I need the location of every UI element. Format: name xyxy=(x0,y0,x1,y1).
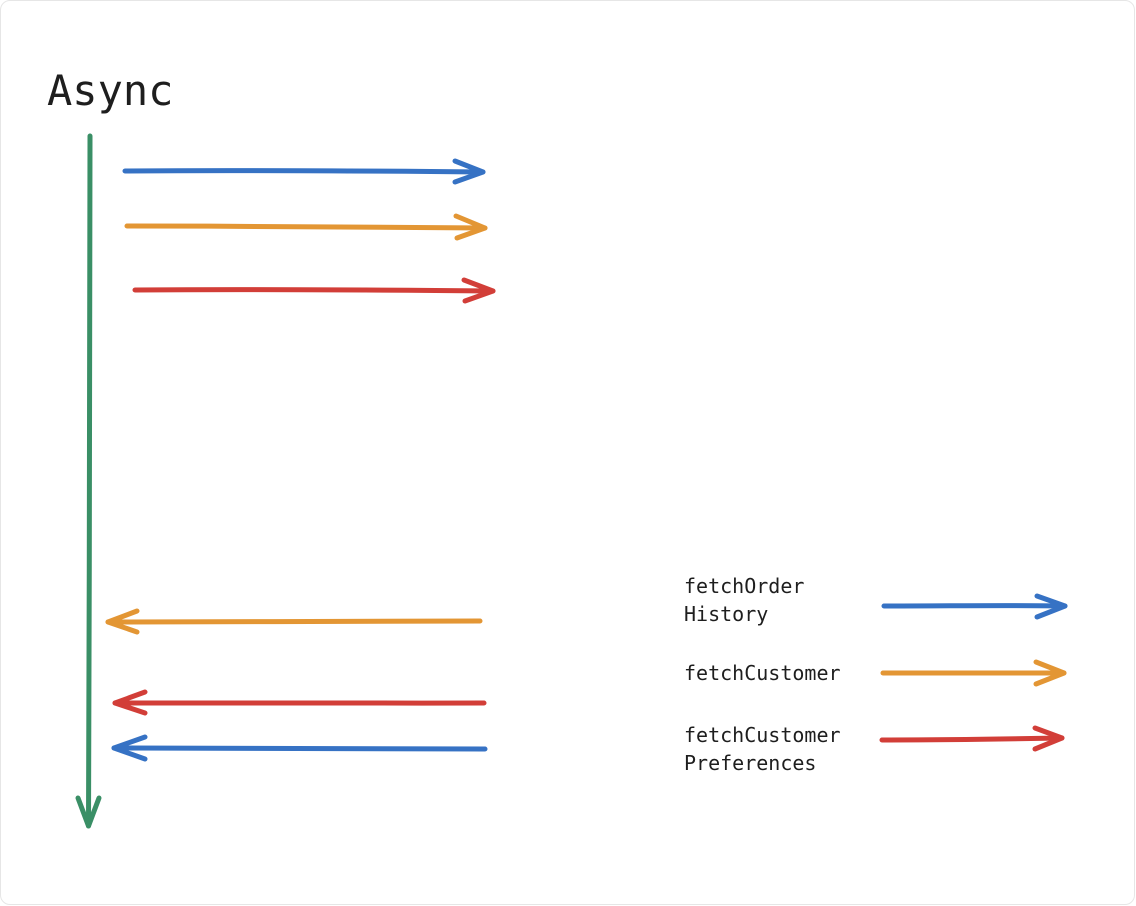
legend-label-line: History xyxy=(684,602,769,626)
legend-label-fetch-customer-preferences: fetchCustomer Preferences xyxy=(684,721,841,777)
legend-arrow-icon-0 xyxy=(881,593,1068,620)
timeline-arrow xyxy=(75,133,102,829)
request-arrow-fetch-order-history xyxy=(122,158,486,185)
legend-label-line: fetchOrder xyxy=(684,574,805,598)
diagram-title: Async xyxy=(47,66,174,115)
response-arrow-fetch-customer-preferences xyxy=(112,689,487,716)
legend-label-fetch-customer: fetchCustomer xyxy=(684,659,841,687)
legend-label-line: fetchCustomer xyxy=(684,723,841,747)
request-arrow-fetch-customer-preferences xyxy=(132,277,496,304)
response-arrow-fetch-customer xyxy=(105,608,483,635)
legend-arrow-icon-2 xyxy=(879,725,1065,752)
response-arrow-fetch-order-history xyxy=(111,734,488,762)
legend-arrow-icon-1 xyxy=(880,659,1067,687)
legend-label-line: Preferences xyxy=(684,751,817,775)
legend-label-line: fetchCustomer xyxy=(684,661,841,685)
request-arrow-fetch-customer xyxy=(124,213,488,241)
legend-label-fetch-order-history: fetchOrder History xyxy=(684,572,804,628)
